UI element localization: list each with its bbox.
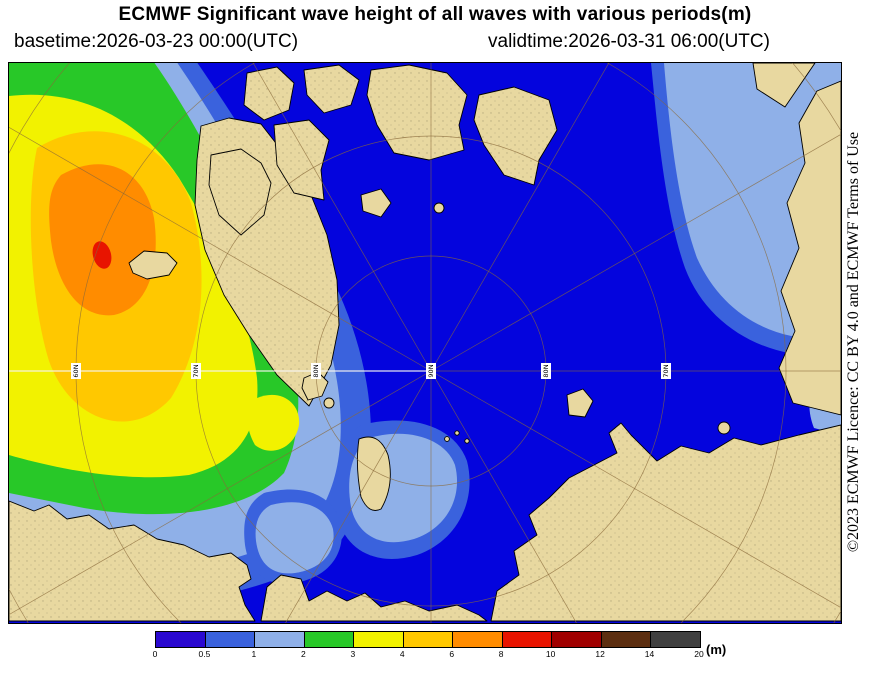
franz-josef-island-2 <box>454 430 460 436</box>
latitude-label-box <box>661 363 671 379</box>
latitude-label-text: 60N <box>72 364 80 377</box>
land-masses <box>9 63 841 622</box>
legend-tick-label: 12 <box>595 649 605 659</box>
wave-height-map: 60N 70N 80N 90N 80N 70N <box>9 63 841 623</box>
basetime-text: basetime:2026-03-23 00:00(UTC) <box>14 31 299 52</box>
legend-tick-label: 0 <box>152 649 158 659</box>
legend-tick-label: 14 <box>644 649 655 659</box>
latitude-label-box <box>311 363 321 379</box>
canadian-island-1 <box>243 66 295 121</box>
legend-tick-label: 6 <box>449 649 455 659</box>
legend-tick-label: 8 <box>498 649 504 659</box>
latitude-label-text: 80N <box>312 364 320 377</box>
franz-josef-island-1 <box>444 436 450 442</box>
copyright-vertical-text: ©2023 ECMWF Licence: CC BY 4.0 and ECMWF… <box>845 131 862 553</box>
colorbar-unit-label: (m) <box>706 642 727 657</box>
legend-cell <box>601 632 652 647</box>
wave-contour-3-4m-tongue <box>247 394 300 451</box>
legend-tick-label: 10 <box>545 649 556 659</box>
small-arctic-island-2 <box>433 202 445 214</box>
legend-cell <box>552 632 602 647</box>
wave-contour-6-8m <box>49 164 156 316</box>
baffin-island <box>208 148 272 236</box>
wave-contour-1-2m-whitesea <box>255 502 334 574</box>
legend-cell <box>156 632 206 647</box>
siberia-landmass <box>490 422 841 622</box>
legend-cell <box>255 632 305 647</box>
legend-tick-label: 1 <box>251 649 257 659</box>
map-canvas: 60N 70N 80N 90N 80N 70N <box>8 62 842 624</box>
wave-field-barents-kara <box>244 420 470 584</box>
legend-cell <box>403 632 454 647</box>
latitude-label-text: 90N <box>427 364 435 377</box>
wave-field-atlantic <box>9 63 371 613</box>
svalbard-island-2 <box>323 397 335 409</box>
latitude-label-box <box>426 363 436 379</box>
new-siberian-island <box>717 421 731 435</box>
latitude-label-text: 70N <box>192 364 200 377</box>
latitude-label-box <box>191 363 201 379</box>
latitude-label-box <box>541 363 551 379</box>
alaska-corner-landmass <box>752 63 816 108</box>
latitude-label-text: 70N <box>662 364 670 377</box>
legend-cell <box>651 632 701 647</box>
legend-cell <box>453 632 503 647</box>
legend-tick-label: 20 <box>694 649 704 659</box>
legend-cell <box>502 632 553 647</box>
legend-cell <box>304 632 355 647</box>
chukotka-landmass <box>778 80 841 416</box>
page-title: ECMWF Significant wave height of all wav… <box>118 4 752 25</box>
validtime-text: validtime:2026-03-31 06:00(UTC) <box>488 31 770 52</box>
iceland-landmass <box>128 250 178 280</box>
severnaya-zemlya-island <box>566 388 594 418</box>
legend-cell <box>354 632 404 647</box>
legend-cell <box>205 632 256 647</box>
latitude-label-box <box>71 363 81 379</box>
wave-height-colorbar <box>155 631 701 648</box>
legend-tick-label: 0.5 <box>198 649 211 659</box>
wave-contour-8-10m-core <box>92 241 112 269</box>
latitude-labels: 60N 70N 80N 90N 80N 70N <box>71 363 671 379</box>
legend-tick-label: 4 <box>399 649 405 659</box>
legend-tick-label: 2 <box>300 649 306 659</box>
small-arctic-island-1 <box>360 188 392 218</box>
canadian-island-2 <box>303 64 360 114</box>
kola-russia-landmass <box>260 574 488 622</box>
scandinavia-landmass <box>9 500 256 622</box>
legend-tick-label: 3 <box>350 649 356 659</box>
colorbar-tick-labels: 0 0.5 1 2 3 4 6 8 10 12 14 20 <box>152 649 715 661</box>
ellesmere-island <box>273 119 330 201</box>
latitude-label-text: 80N <box>542 364 550 377</box>
franz-josef-island-3 <box>464 438 470 444</box>
